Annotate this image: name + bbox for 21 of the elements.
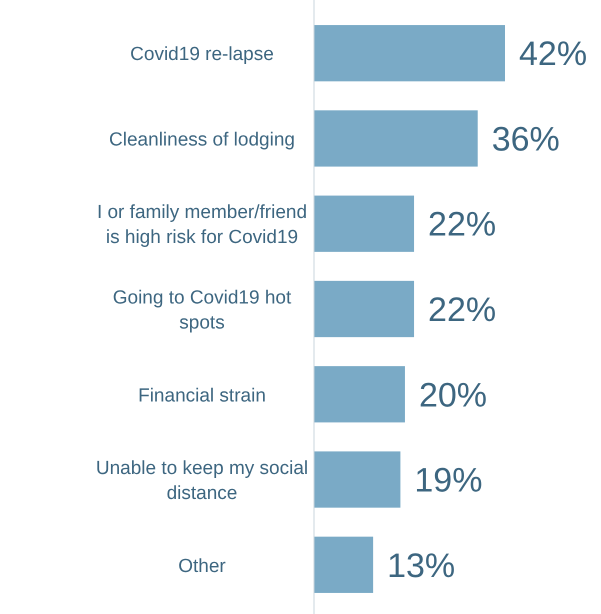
y-tick-label: Covid19 re-lapse bbox=[130, 44, 274, 66]
y-tick-label: Going to Covid19 hot spots bbox=[112, 288, 292, 334]
y-tick-label: I or family member/friend is high risk for Covid19 bbox=[96, 202, 308, 248]
bar bbox=[314, 25, 505, 82]
bar bbox=[314, 280, 414, 338]
bar bbox=[314, 196, 414, 252]
y-tick-label: Other bbox=[178, 556, 226, 577]
bar bbox=[314, 366, 405, 422]
bar bbox=[314, 110, 478, 167]
data-label: 19% bbox=[414, 462, 482, 500]
data-label: 22% bbox=[428, 291, 496, 329]
data-label: 20% bbox=[418, 376, 488, 414]
data-label: 42% bbox=[519, 35, 588, 74]
data-label: 36% bbox=[492, 120, 560, 158]
data-label: 22% bbox=[428, 206, 496, 244]
y-tick-label: Unable to keep my social distance bbox=[96, 458, 308, 504]
y-tick-label: Financial strain bbox=[138, 385, 266, 406]
bar bbox=[314, 536, 374, 593]
y-tick-label: Cleanliness of lodging bbox=[109, 129, 295, 150]
bar bbox=[314, 451, 400, 508]
data-label: 13% bbox=[387, 546, 456, 585]
